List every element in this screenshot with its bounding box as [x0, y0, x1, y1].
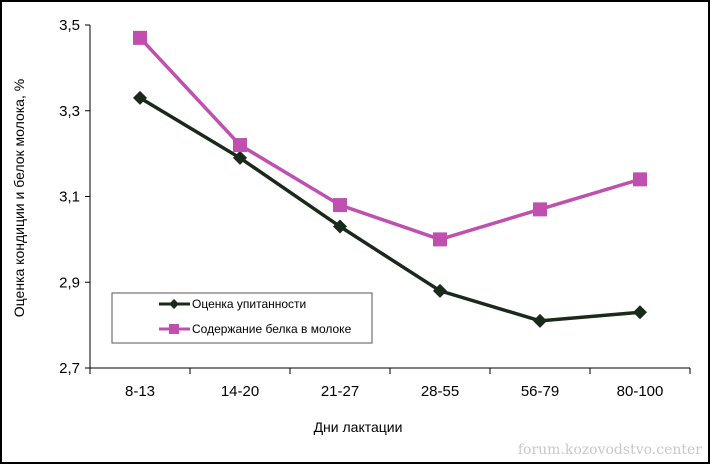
- series-line-1: [138, 36, 641, 242]
- data-point-diamond: [433, 283, 447, 298]
- x-tick-label: 28-55: [421, 383, 459, 400]
- legend-entry-1: Содержание белка в молоке: [192, 322, 352, 336]
- legend-entry-0: Оценка упитанности: [192, 297, 306, 311]
- y-tick-label: 3,5: [59, 17, 80, 34]
- data-point-square: [133, 30, 147, 45]
- x-tick-label: 8-13: [125, 383, 155, 400]
- x-tick-label: 14-20: [221, 383, 259, 400]
- x-tick-label: 80-100: [617, 383, 664, 400]
- watermark: forum.kozovodstvo.center: [518, 442, 702, 458]
- x-axis-label: Дни лактации: [314, 419, 403, 435]
- data-point-square: [433, 232, 447, 247]
- legend-square-icon: [169, 324, 179, 334]
- data-point-square: [233, 138, 247, 153]
- y-tick-label: 2,7: [59, 360, 80, 377]
- legend: Оценка упитанности Содержание белка в мо…: [111, 292, 373, 344]
- y-tick-label: 3,1: [59, 189, 80, 206]
- data-point-square: [533, 202, 547, 217]
- x-tick-label: 56-79: [521, 383, 559, 400]
- data-point-square: [633, 172, 647, 187]
- y-tick-label: 2,9: [59, 274, 80, 291]
- x-tick-label: 21-27: [321, 383, 359, 400]
- data-point-diamond: [533, 313, 547, 328]
- data-point-diamond: [633, 305, 647, 320]
- legend-diamond-icon: [169, 299, 179, 309]
- data-point-square: [333, 198, 347, 213]
- data-point-diamond: [133, 90, 147, 105]
- data-point-diamond: [233, 150, 247, 165]
- series-line-0: [139, 96, 641, 323]
- y-axis-label: Оценка кондиции и белок молока, %: [11, 79, 27, 317]
- data-point-diamond: [333, 219, 347, 234]
- y-tick-label: 3,3: [59, 103, 80, 120]
